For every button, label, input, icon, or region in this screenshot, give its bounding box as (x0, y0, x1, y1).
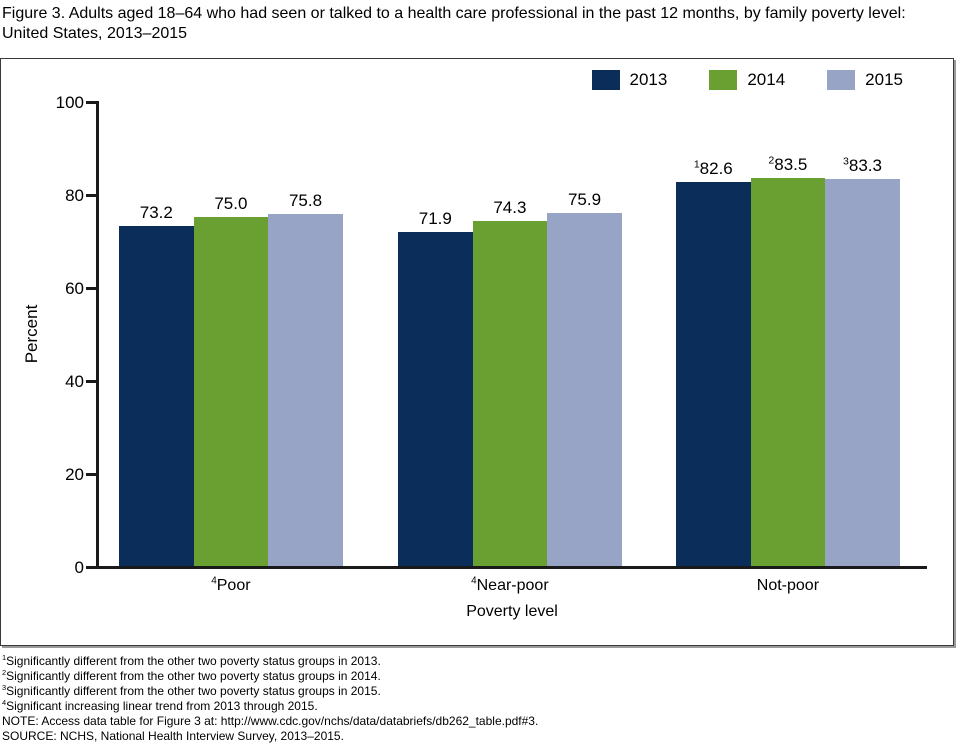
legend-swatch (709, 70, 738, 90)
y-tick-label: 100 (55, 93, 84, 112)
y-tick (86, 473, 96, 476)
superscript: 1 (693, 158, 700, 171)
legend-item-2014: 2014 (709, 70, 785, 90)
footnote-line: SOURCE: NCHS, National Health Interview … (2, 729, 344, 743)
legend-item-2015: 2015 (827, 70, 903, 90)
superscript: 4 (471, 575, 477, 587)
y-axis-line (96, 101, 99, 569)
y-tick-label: 40 (65, 372, 84, 391)
bar (193, 217, 269, 566)
bar (268, 213, 343, 566)
footnote-line: 3Significantly different from the other … (2, 683, 381, 698)
y-tick (86, 101, 96, 104)
x-category-label: Not-poor (756, 577, 820, 594)
bar (825, 178, 900, 566)
bar (119, 225, 194, 566)
legend-label: 2015 (865, 70, 903, 89)
footnotes: 1Significantly different from the other … (2, 654, 952, 744)
bar-value-label: 283.5 (768, 154, 808, 174)
superscript: 2 (768, 154, 775, 167)
bar-value-label: 182.6 (693, 158, 733, 178)
y-tick (86, 287, 96, 290)
legend-item-2013: 2013 (591, 70, 668, 90)
legend-swatch (591, 70, 620, 90)
footnote-line: NOTE: Access data table for Figure 3 at:… (2, 714, 539, 728)
y-tick-label: 60 (65, 279, 84, 298)
x-axis-title: Poverty level (466, 603, 558, 620)
bar-value-label: 383.3 (843, 154, 882, 175)
legend-label: 2014 (747, 70, 786, 89)
superscript: 1 (2, 653, 7, 662)
y-tick (86, 194, 96, 197)
x-category-label: 4Poor (211, 575, 251, 594)
bar (472, 220, 548, 566)
x-axis-line (96, 566, 927, 569)
legend-label: 2013 (629, 70, 668, 89)
bar-value-label: 73.2 (139, 202, 173, 222)
y-tick-label: 20 (65, 465, 84, 484)
superscript: 2 (2, 668, 7, 677)
superscript: 3 (843, 154, 849, 167)
superscript: 3 (2, 683, 7, 692)
superscript: 4 (211, 575, 217, 587)
footnote-line: 4Significant increasing linear trend fro… (2, 698, 318, 713)
chart-frame: 2013 2014 2015 Percent Poverty level 0 20… (0, 58, 954, 646)
bar-value-label: 74.3 (493, 197, 527, 217)
bar-value-label: 75.9 (567, 190, 602, 210)
y-tick (86, 380, 96, 383)
footnote-line: 2Significantly different from the other … (2, 668, 381, 683)
bar (398, 231, 473, 566)
y-tick-label: 0 (74, 558, 84, 577)
x-category-label: 4Near-poor (471, 575, 549, 594)
figure-title: Figure 3. Adults aged 18–64 who had seen… (2, 5, 906, 42)
footnote-line: 1Significantly different from the other … (2, 653, 381, 668)
bar-value-label: 75.0 (214, 194, 248, 214)
legend-swatch (827, 70, 856, 90)
y-tick-label: 80 (65, 186, 84, 205)
y-axis-title: Percent (22, 304, 41, 364)
bar-value-label: 75.8 (288, 190, 323, 210)
y-tick (86, 566, 96, 569)
bar (750, 177, 826, 566)
legend: 2013 2014 2015 (591, 70, 903, 90)
superscript: 4 (2, 698, 7, 707)
bar-value-label: 71.9 (418, 208, 452, 228)
plot-area: Percent Poverty level 0 20 40 60 80 100 73.2 75… (1, 59, 953, 645)
bar (547, 213, 622, 566)
bar (676, 181, 751, 566)
